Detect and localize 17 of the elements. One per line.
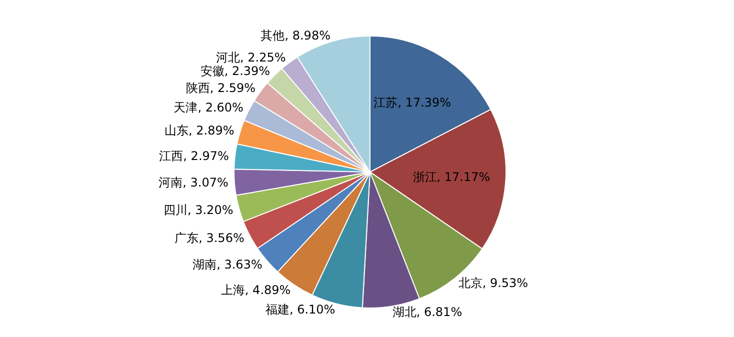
slice-label: 安徽, 2.39%: [200, 64, 270, 78]
slice-label: 上海, 4.89%: [220, 282, 291, 297]
slice-label: 山东, 2.89%: [164, 123, 234, 138]
slice-label: 北京, 9.53%: [458, 276, 528, 290]
slice-label: 陕西, 2.59%: [186, 80, 256, 95]
slice-label: 湖北, 6.81%: [392, 305, 462, 320]
slice-label: 广东, 3.56%: [174, 231, 244, 246]
slice-label: 天津, 2.60%: [174, 100, 244, 115]
slice-label: 其他, 8.98%: [260, 28, 330, 43]
slice-label: 福建, 6.10%: [265, 302, 336, 317]
slice-label: 河南, 3.07%: [158, 176, 228, 190]
slice-label: 河北, 2.25%: [216, 50, 286, 65]
slice-label: 江西, 2.97%: [159, 148, 229, 163]
slice-label: 江苏, 17.39%: [374, 95, 452, 110]
slice-label: 四川, 3.20%: [163, 203, 234, 218]
slice-label: 湖南, 3.63%: [192, 258, 262, 272]
slice-label: 浙江, 17.17%: [412, 170, 490, 184]
